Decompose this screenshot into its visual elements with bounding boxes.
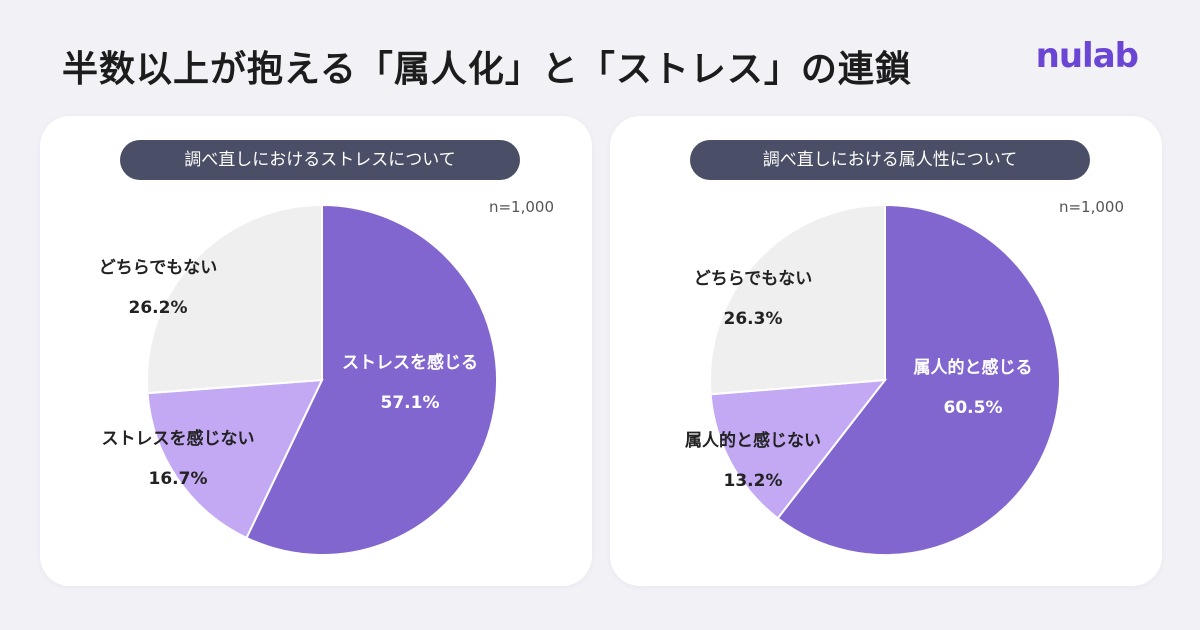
chart-title: 調べ直しにおける属人性について xyxy=(690,140,1090,180)
slice-value-label: 16.7% xyxy=(149,469,208,489)
pie-chart: ストレスを感じる 57.1% ストレスを感じない 16.7% どちらでもない 26.2% xyxy=(99,203,498,556)
slice-label: 属人的と感じる xyxy=(914,357,1033,378)
pie-slice xyxy=(146,203,323,395)
slice-label: 属人的と感じない xyxy=(685,430,821,451)
slice-value-label: 57.1% xyxy=(381,393,440,413)
pie-slice xyxy=(709,203,886,396)
slice-value-label: 26.3% xyxy=(724,309,783,329)
slice-value-label: 60.5% xyxy=(944,398,1003,418)
slice-value-label: 26.2% xyxy=(129,298,188,318)
slice-label: ストレスを感じない xyxy=(102,428,255,449)
slice-value-label: 13.2% xyxy=(724,471,783,491)
pie-slice xyxy=(709,378,888,520)
sample-size-note: n=1,000 xyxy=(1058,198,1124,216)
pie-chart: 属人的と感じる 60.5% 属人的と感じない 13.2% どちらでもない 26.3% xyxy=(685,203,1061,556)
sample-size-note: n=1,000 xyxy=(488,198,554,216)
slice-label: どちらでもない xyxy=(694,269,813,289)
chart-card-dependency: 調べ直しにおける属人性について n=1,000 属人的と感じる 60.5% 属人的と… xyxy=(610,116,1162,586)
pie-slice xyxy=(245,203,498,556)
slice-label: ストレスを感じる xyxy=(342,352,478,373)
page-title: 半数以上が抱える「属人化」と「ストレス」の連鎖 xyxy=(62,49,912,90)
pie-slice xyxy=(776,203,1061,556)
chart-title: 調べ直しにおけるストレスについて xyxy=(120,140,520,180)
slice-label: どちらでもない xyxy=(99,258,218,278)
chart-card-stress: 調べ直しにおけるストレスについて n=1,000 ストレスを感じる 57.1% スト… xyxy=(40,116,592,586)
nulab-logo: nulab xyxy=(1035,36,1139,76)
pie-slice xyxy=(146,378,324,540)
